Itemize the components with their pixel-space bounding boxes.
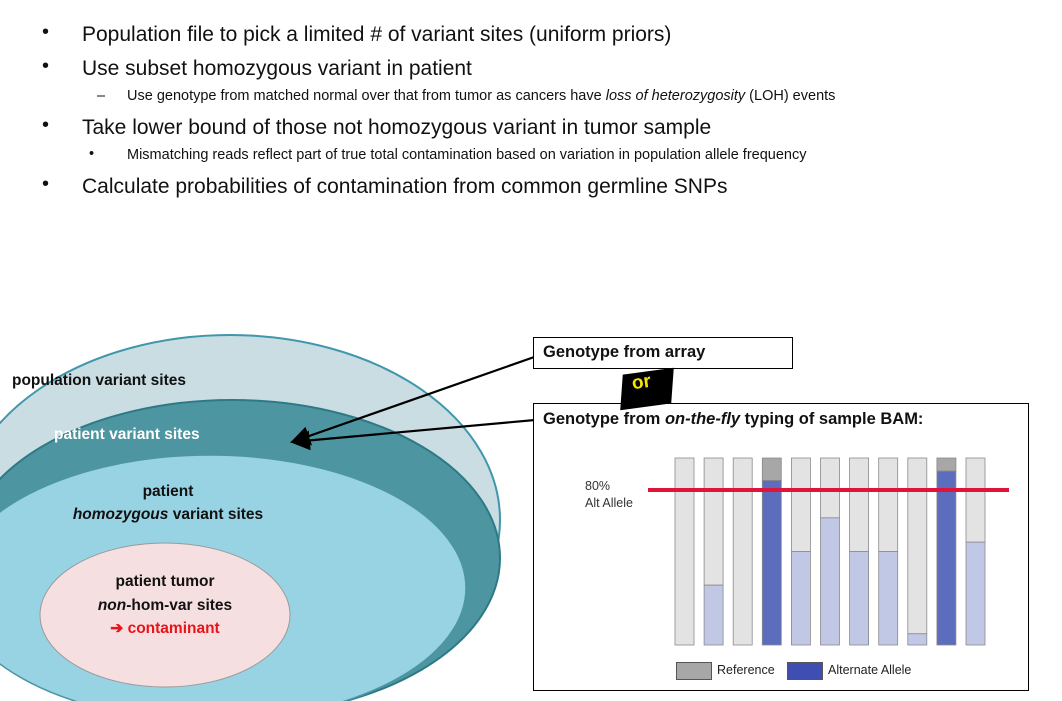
sub-bullet-3: • Mismatching reads reflect part of true… (89, 146, 807, 163)
legend-swatch-alternate (787, 662, 823, 680)
tumor-label-italic: non (97, 596, 127, 614)
sub-bullet-2-italic: loss of heterozygosity (605, 88, 746, 104)
threshold-text: Alt Allele (585, 496, 633, 510)
bullet-1: • Population file to pick a limited # of… (42, 21, 672, 47)
bullet-1-text: Population file to pick a limited # of v… (82, 23, 672, 46)
array-box (533, 337, 793, 369)
threshold-label: 80% Alt Allele (585, 478, 633, 512)
bullet-4-text: Calculate probabilities of contamination… (82, 175, 728, 198)
or-label: or (630, 370, 653, 395)
sub-bullet-3-text: Mismatching reads reflect part of true t… (127, 147, 807, 163)
bam-title-start: Genotype from (543, 410, 665, 428)
array-box-title: Genotype from array (543, 343, 706, 361)
contaminant-text: contaminant (127, 620, 220, 637)
bullet-marker: • (42, 114, 50, 136)
sub-bullet-2-text-end: (LOH) events (745, 88, 836, 104)
tumor-label-rest: -hom-var sites (126, 596, 233, 614)
arrow-from-array (290, 353, 541, 446)
bam-title-italic: on-the-fly (664, 410, 741, 428)
legend-swatch-reference (676, 662, 712, 680)
bam-box (533, 403, 1029, 691)
bam-box-title: Genotype from on-the-fly typing of sampl… (543, 410, 923, 429)
contaminant-arrow-icon: ➔ (110, 620, 124, 637)
bullet-4: • Calculate probabilities of contaminati… (42, 173, 728, 199)
homozygous-label: patient homozygous variant sites (58, 480, 278, 526)
threshold-percent: 80% (585, 479, 611, 493)
homozygous-label-italic: homozygous (72, 506, 169, 523)
population-label: population variant sites (12, 372, 186, 389)
bullet-3: • Take lower bound of those not homozygo… (42, 114, 712, 140)
arrow-from-bam (290, 418, 536, 451)
bullet-2-text: Use subset homozygous variant in patient (82, 57, 472, 80)
sub-bullet-marker: – (97, 88, 106, 104)
tumor-ellipse (39, 542, 291, 688)
homozygous-label-rest: variant sites (168, 506, 264, 523)
contaminant-label: ➔ contaminant (110, 620, 219, 637)
bam-title-end: typing of sample BAM: (740, 410, 924, 428)
tumor-label-line1: patient tumor (115, 573, 215, 590)
bullet-marker: • (42, 55, 50, 77)
bullet-3-text: Take lower bound of those not homozygous… (82, 116, 712, 139)
sub-bullet-2: – Use genotype from matched normal over … (97, 88, 836, 104)
legend-reference: Reference (717, 663, 775, 677)
bullet-marker: • (42, 173, 50, 195)
legend-alternate: Alternate Allele (828, 663, 912, 677)
bullet-marker: • (42, 21, 50, 43)
tumor-label: patient tumor non-hom-var sites ➔ contam… (65, 570, 265, 641)
patient-label: patient variant sites (54, 426, 200, 443)
sub-bullet-marker: • (89, 146, 95, 162)
homozygous-label-line1: patient (142, 483, 194, 500)
bullet-2: • Use subset homozygous variant in patie… (42, 55, 472, 81)
sub-bullet-2-text: Use genotype from matched normal over th… (127, 88, 606, 104)
